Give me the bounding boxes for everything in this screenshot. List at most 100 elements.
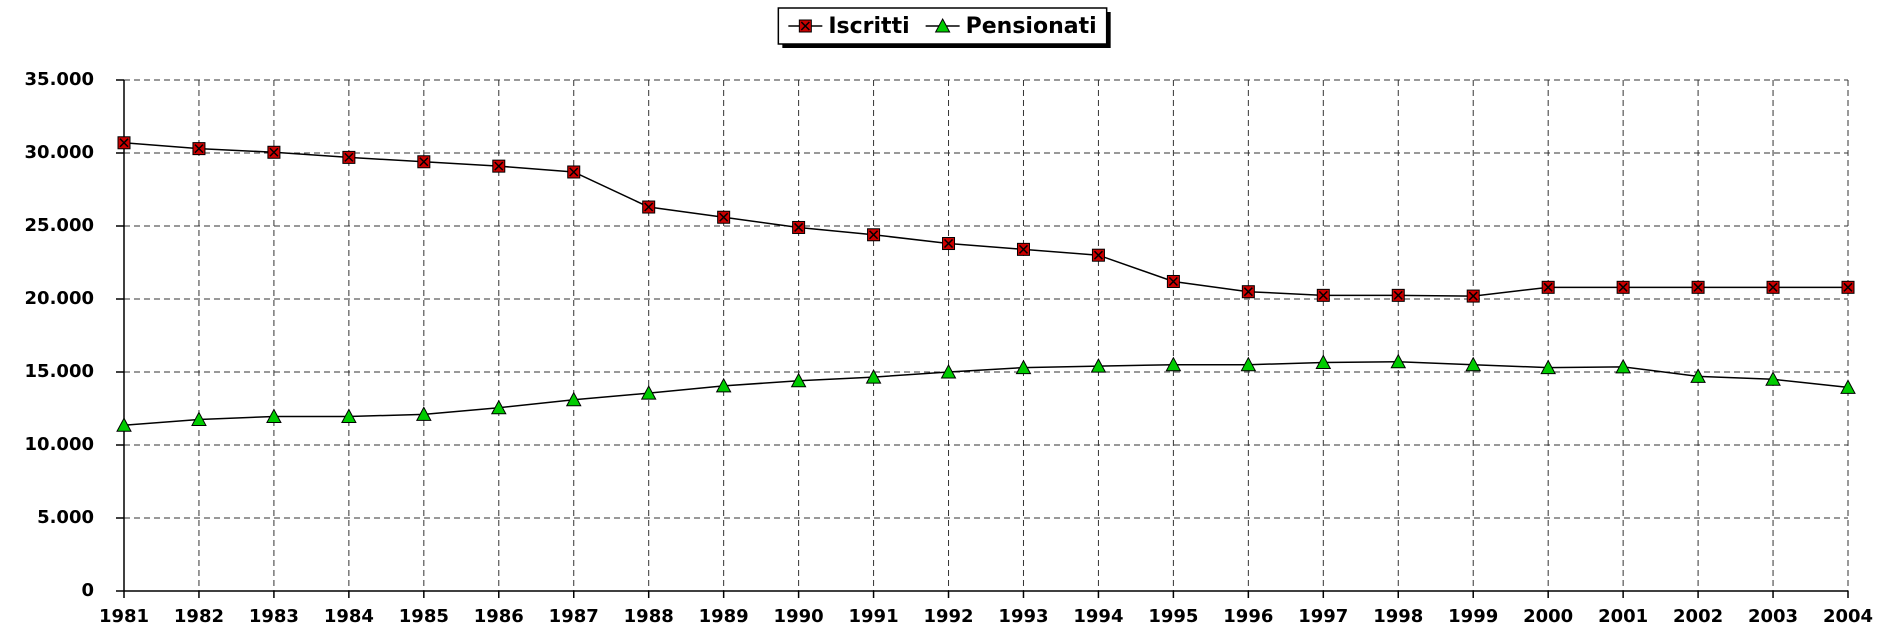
x-tick-label: 1984 — [324, 606, 374, 627]
legend: Iscritti Pensionati — [777, 7, 1111, 48]
x-tick-label: 2003 — [1748, 606, 1798, 627]
x-tick-label: 2000 — [1523, 606, 1573, 627]
x-tick-label: 1998 — [1373, 606, 1423, 627]
marker — [1241, 285, 1255, 299]
marker-cross — [1468, 291, 1478, 301]
marker-triangle — [934, 17, 951, 33]
marker-cross — [1018, 244, 1029, 254]
marker-cross — [269, 147, 279, 157]
marker-triangle — [1540, 359, 1557, 375]
x-tick-label: 1991 — [849, 606, 899, 627]
marker-triangle — [790, 372, 807, 388]
x-tick-label: 1989 — [699, 606, 749, 627]
marker — [1016, 242, 1030, 256]
marker-triangle — [1315, 354, 1332, 370]
marker-triangle — [865, 369, 882, 384]
marker — [1466, 289, 1480, 303]
marker-triangle — [715, 377, 732, 393]
y-tick-label: 0 — [81, 580, 94, 601]
marker — [192, 142, 206, 156]
x-tick-label: 1996 — [1223, 606, 1273, 627]
marker-triangle — [1690, 368, 1706, 383]
marker-cross — [794, 222, 804, 232]
marker-cross — [1243, 287, 1253, 297]
series-line — [123, 142, 1848, 297]
x-tick-label: 1988 — [624, 606, 674, 627]
x-tick-label: 1993 — [998, 606, 1048, 627]
x-tick-label: 1987 — [549, 606, 599, 627]
y-tick-label: 30.000 — [25, 142, 94, 163]
marker-triangle — [1090, 358, 1107, 373]
marker-cross — [800, 21, 810, 31]
marker-cross — [1318, 290, 1328, 300]
y-tick-label: 25.000 — [25, 215, 94, 236]
x-tick-label: 2002 — [1673, 606, 1723, 627]
marker-triangle — [415, 406, 432, 421]
marker-cross — [943, 238, 954, 249]
legend-label: Pensionati — [966, 14, 1097, 39]
marker — [117, 136, 131, 150]
x-tick-label: 1994 — [1073, 606, 1123, 627]
marker — [1541, 280, 1555, 294]
marker-cross — [119, 138, 129, 148]
x-tick-label: 1999 — [1448, 606, 1498, 627]
marker — [1316, 288, 1330, 302]
marker-triangle — [1165, 356, 1182, 372]
x-tick-label: 1981 — [99, 606, 149, 627]
marker-cross — [1618, 282, 1628, 292]
y-tick-label: 20.000 — [25, 288, 94, 309]
marker — [267, 145, 281, 159]
marker-cross — [1693, 282, 1703, 292]
marker-cross — [869, 230, 879, 240]
marker — [717, 210, 731, 224]
x-tick-label: 1983 — [249, 606, 299, 627]
marker-triangle — [191, 411, 207, 426]
x-tick-label: 1997 — [1298, 606, 1348, 627]
marker-triangle — [1765, 371, 1781, 386]
marker — [1391, 288, 1405, 302]
marker-cross — [1093, 250, 1103, 260]
x-tick-label: 1985 — [399, 606, 449, 627]
marker-cross — [1843, 282, 1853, 292]
marker-triangle — [1015, 359, 1032, 375]
marker-triangle — [266, 408, 282, 424]
x-tick-label: 1990 — [774, 606, 824, 627]
marker-triangle — [1840, 379, 1856, 394]
marker — [1691, 280, 1705, 294]
y-tick-label: 35.000 — [25, 69, 94, 90]
marker — [1766, 280, 1780, 294]
marker-triangle — [1465, 356, 1482, 372]
y-tick-label: 5.000 — [37, 507, 94, 528]
marker-triangle — [1240, 356, 1257, 372]
marker-triangle — [640, 385, 657, 400]
y-tick-label: 10.000 — [25, 434, 94, 455]
marker — [1616, 280, 1630, 294]
marker-cross — [494, 161, 504, 171]
marker-triangle — [1390, 353, 1407, 369]
marker-cross — [1768, 282, 1778, 292]
legend-label: Iscritti — [828, 14, 909, 39]
y-tick-label: 15.000 — [25, 361, 94, 382]
x-tick-label: 1995 — [1148, 606, 1198, 627]
marker-cross — [569, 167, 579, 177]
marker — [342, 150, 356, 164]
marker-cross — [644, 202, 654, 212]
marker-cross — [1543, 282, 1553, 292]
marker — [867, 228, 881, 242]
marker-triangle — [490, 399, 507, 415]
marker-triangle — [341, 408, 357, 424]
marker — [798, 19, 812, 33]
marker-triangle — [116, 417, 132, 432]
marker — [417, 155, 431, 169]
x-tick-label: 1986 — [474, 606, 524, 627]
marker — [492, 159, 506, 173]
marker-cross — [719, 212, 729, 222]
marker — [642, 200, 656, 214]
marker-cross — [1393, 290, 1403, 300]
marker — [567, 165, 581, 179]
marker — [1091, 248, 1105, 262]
marker — [792, 220, 806, 234]
marker-triangle — [1615, 358, 1631, 374]
marker — [1166, 274, 1180, 288]
